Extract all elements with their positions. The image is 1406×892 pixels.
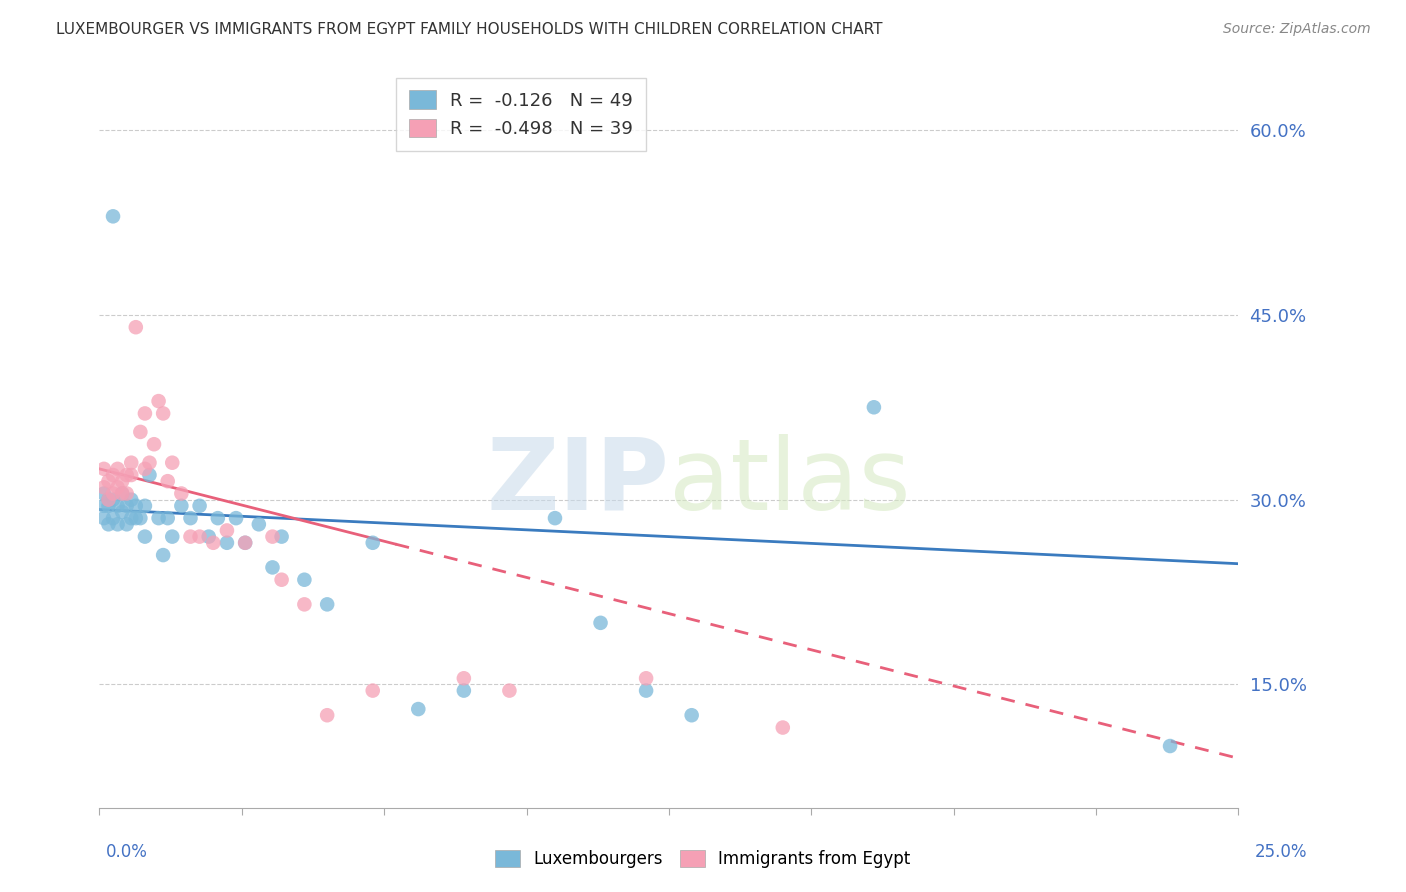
- Point: [107, 480, 129, 494]
- Point: [202, 535, 225, 549]
- Point: [179, 530, 201, 544]
- Point: [292, 598, 315, 612]
- Point: [233, 535, 256, 549]
- Point: [129, 511, 152, 525]
- Point: [120, 456, 142, 470]
- Point: [115, 486, 138, 500]
- Point: [93, 462, 115, 476]
- Point: [361, 535, 384, 549]
- Point: [134, 406, 156, 420]
- Point: [170, 486, 193, 500]
- Point: [138, 468, 160, 483]
- Point: [262, 560, 284, 574]
- Point: [681, 708, 703, 723]
- Point: [162, 456, 184, 470]
- Point: [138, 456, 160, 470]
- Point: [215, 535, 238, 549]
- Point: [97, 492, 120, 507]
- Point: [125, 320, 148, 334]
- Point: [498, 683, 520, 698]
- Point: [148, 394, 170, 409]
- Point: [453, 683, 475, 698]
- Point: [107, 499, 129, 513]
- Point: [156, 511, 179, 525]
- Point: [197, 530, 219, 544]
- Point: [152, 548, 174, 562]
- Point: [215, 524, 238, 538]
- Point: [111, 505, 134, 519]
- Point: [134, 499, 156, 513]
- Point: [93, 486, 115, 500]
- Point: [544, 511, 567, 525]
- Point: [863, 401, 886, 415]
- Point: [316, 708, 339, 723]
- Point: [156, 474, 179, 488]
- Point: [207, 511, 229, 525]
- Text: 0.0%: 0.0%: [105, 843, 148, 861]
- Text: Source: ZipAtlas.com: Source: ZipAtlas.com: [1223, 22, 1371, 37]
- Legend: R =  -0.126   N = 49, R =  -0.498   N = 39: R = -0.126 N = 49, R = -0.498 N = 39: [396, 78, 645, 151]
- Point: [152, 406, 174, 420]
- Point: [148, 511, 170, 525]
- Point: [292, 573, 315, 587]
- Text: atlas: atlas: [669, 434, 911, 531]
- Point: [97, 474, 120, 488]
- Point: [1159, 739, 1181, 753]
- Point: [125, 511, 148, 525]
- Point: [101, 492, 124, 507]
- Point: [262, 530, 284, 544]
- Point: [408, 702, 430, 716]
- Point: [111, 474, 134, 488]
- Point: [270, 573, 292, 587]
- Point: [170, 499, 193, 513]
- Point: [111, 486, 134, 500]
- Point: [188, 530, 211, 544]
- Point: [125, 499, 148, 513]
- Point: [143, 437, 166, 451]
- Point: [97, 499, 120, 513]
- Point: [120, 511, 142, 525]
- Point: [636, 683, 658, 698]
- Point: [115, 468, 138, 483]
- Text: LUXEMBOURGER VS IMMIGRANTS FROM EGYPT FAMILY HOUSEHOLDS WITH CHILDREN CORRELATIO: LUXEMBOURGER VS IMMIGRANTS FROM EGYPT FA…: [56, 22, 883, 37]
- Point: [107, 462, 129, 476]
- Point: [772, 721, 794, 735]
- Point: [589, 615, 612, 630]
- Point: [225, 511, 247, 525]
- Point: [93, 480, 115, 494]
- Point: [97, 517, 120, 532]
- Point: [115, 517, 138, 532]
- Point: [101, 486, 124, 500]
- Point: [93, 511, 115, 525]
- Point: [179, 511, 201, 525]
- Point: [93, 499, 115, 513]
- Point: [316, 598, 339, 612]
- Point: [129, 425, 152, 439]
- Text: ZIP: ZIP: [486, 434, 669, 531]
- Point: [270, 530, 292, 544]
- Point: [111, 486, 134, 500]
- Point: [101, 210, 124, 224]
- Point: [134, 530, 156, 544]
- Point: [120, 468, 142, 483]
- Text: 25.0%: 25.0%: [1256, 843, 1308, 861]
- Point: [636, 671, 658, 685]
- Point: [120, 492, 142, 507]
- Point: [247, 517, 270, 532]
- Point: [188, 499, 211, 513]
- Point: [134, 462, 156, 476]
- Point: [453, 671, 475, 685]
- Point: [101, 511, 124, 525]
- Point: [107, 517, 129, 532]
- Point: [115, 499, 138, 513]
- Point: [361, 683, 384, 698]
- Point: [101, 468, 124, 483]
- Point: [162, 530, 184, 544]
- Legend: Luxembourgers, Immigrants from Egypt: Luxembourgers, Immigrants from Egypt: [489, 843, 917, 875]
- Point: [97, 492, 120, 507]
- Point: [233, 535, 256, 549]
